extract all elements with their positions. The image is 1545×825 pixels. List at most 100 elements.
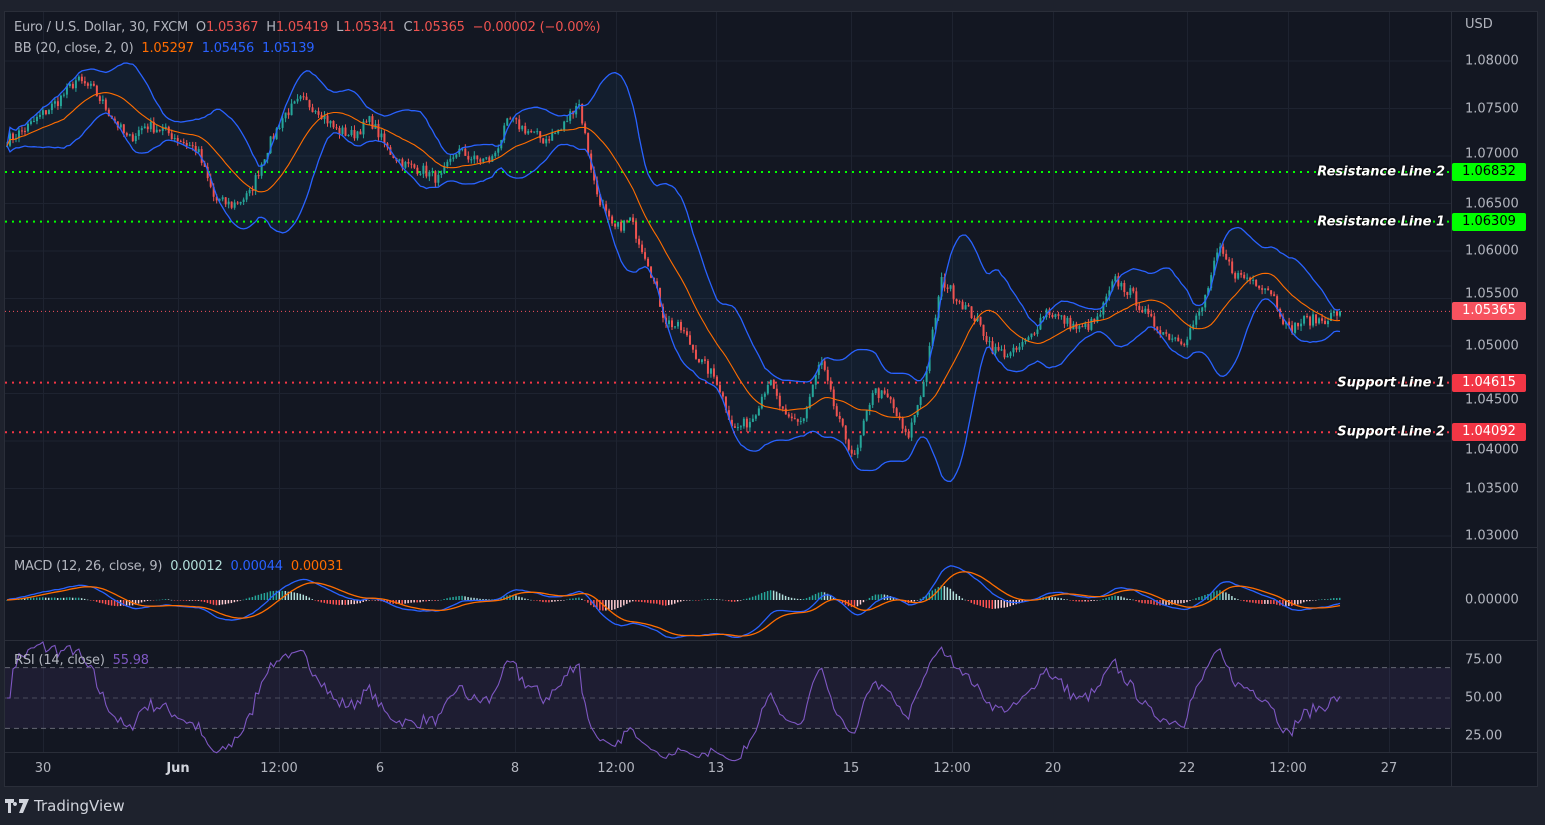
candle-body — [1183, 344, 1186, 346]
currency-label[interactable]: USD — [1465, 17, 1493, 32]
candle-body — [1288, 321, 1291, 326]
macd-histogram-bar — [988, 600, 991, 609]
candle — [1234, 271, 1237, 283]
macd-histogram-bar — [44, 597, 47, 600]
candle-body — [191, 145, 194, 147]
candle-body — [131, 134, 134, 142]
horizontal-line-label[interactable]: Resistance Line 2 — [1317, 164, 1445, 180]
candle — [829, 377, 832, 392]
candle-body — [1093, 318, 1096, 322]
candle-body — [650, 266, 653, 278]
candle-body — [688, 335, 691, 345]
macd-legend: MACD (12, 26, close, 9) 0.00012 0.00044 … — [14, 559, 347, 574]
macd-histogram-bar — [775, 591, 778, 600]
macd-histogram-bar — [668, 600, 670, 606]
candle-body — [775, 388, 778, 396]
candle — [1150, 309, 1153, 318]
tradingview-logo[interactable]: TradingView — [5, 797, 125, 815]
candle-body — [1192, 324, 1195, 329]
macd-histogram-bar — [742, 599, 745, 600]
candle — [305, 92, 308, 101]
macd-histogram-bar — [170, 599, 173, 601]
candle — [344, 124, 347, 137]
horizontal-line-label[interactable]: Support Line 1 — [1337, 375, 1445, 391]
macd-histogram-bar — [724, 600, 727, 601]
candle-body — [841, 418, 844, 426]
candle — [799, 417, 802, 425]
candle — [832, 386, 835, 410]
candle — [398, 158, 401, 162]
candle — [886, 389, 889, 398]
symbol-title[interactable]: Euro / U.S. Dollar, 30, FXCM — [14, 20, 188, 35]
candle-body — [23, 130, 26, 132]
candle-body — [245, 193, 248, 200]
candle-body — [1096, 316, 1099, 322]
macd-label[interactable]: MACD (12, 26, close, 9) — [14, 559, 163, 574]
candle-body — [943, 277, 946, 288]
candle — [1222, 243, 1225, 257]
macd-histogram-bar — [880, 594, 883, 600]
time-tick-label: 12:00 — [933, 761, 971, 776]
macd-histogram-bar — [1252, 600, 1254, 603]
candle-body — [536, 131, 539, 133]
candle-body — [335, 127, 338, 129]
horizontal-line-label[interactable]: Support Line 2 — [1337, 424, 1445, 440]
candle — [287, 108, 290, 119]
candle — [946, 284, 949, 293]
macd-histogram-bar — [1228, 593, 1230, 600]
candle-body — [299, 96, 302, 99]
candle — [524, 122, 527, 135]
candle — [1156, 326, 1159, 334]
macd-histogram-bar — [326, 600, 329, 604]
candle-body — [1006, 355, 1009, 358]
candle — [488, 155, 491, 164]
candle — [958, 299, 961, 305]
candle — [763, 391, 766, 400]
candle-body — [479, 159, 482, 162]
candle — [694, 345, 697, 360]
rsi-label[interactable]: RSI (14, close) — [14, 653, 105, 668]
macd-histogram-bar — [1198, 597, 1200, 600]
chart-frame[interactable] — [4, 11, 1538, 787]
candle — [1165, 329, 1168, 337]
macd-histogram-bar — [1057, 597, 1059, 600]
bb-label[interactable]: BB (20, close, 2, 0) — [14, 41, 134, 56]
macd-histogram-bar — [967, 600, 970, 602]
candle-body — [98, 96, 101, 101]
candle — [1060, 314, 1063, 320]
candle — [23, 127, 26, 136]
macd-histogram-bar — [6, 600, 8, 601]
macd-histogram-bar — [539, 600, 541, 602]
candle-body — [1252, 279, 1255, 281]
candle — [254, 172, 257, 195]
candle-body — [632, 217, 635, 223]
macd-histogram-bar — [398, 600, 400, 604]
candle-body — [401, 159, 404, 168]
candle-body — [260, 164, 263, 176]
candle-body — [910, 422, 913, 438]
candle-body — [1081, 326, 1084, 328]
macd-histogram-bar — [35, 597, 38, 600]
macd-histogram-bar — [1324, 599, 1326, 600]
macd-histogram-bar — [248, 597, 251, 600]
candle — [257, 170, 260, 179]
candle-body — [1117, 276, 1120, 287]
macd-histogram-bar — [805, 598, 808, 600]
candle-body — [784, 408, 787, 415]
macd-histogram-bar — [1237, 599, 1239, 600]
candle-body — [551, 133, 554, 141]
candle-body — [1099, 314, 1102, 317]
candle — [182, 138, 185, 146]
candle — [1261, 284, 1264, 295]
candle-body — [949, 285, 952, 289]
candle-body — [239, 201, 242, 204]
macd-histogram-bar — [455, 596, 457, 600]
macd-histogram-bar — [179, 600, 182, 601]
macd-histogram-bar — [533, 600, 535, 601]
horizontal-line-label[interactable]: Resistance Line 1 — [1317, 214, 1445, 230]
candle-body — [1009, 352, 1012, 356]
candle-body — [620, 221, 623, 231]
macd-histogram-bar — [665, 600, 667, 606]
candle-body — [1303, 316, 1306, 324]
